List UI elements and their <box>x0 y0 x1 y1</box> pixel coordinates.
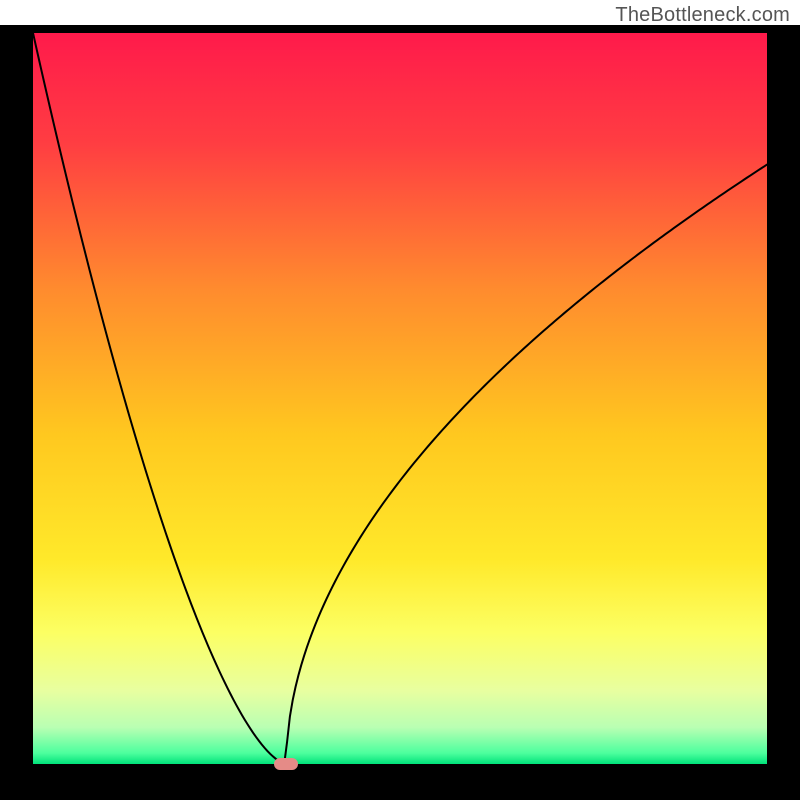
plot-area <box>0 25 800 800</box>
minimum-marker <box>274 758 298 770</box>
plot-svg <box>0 25 800 800</box>
chart-container: TheBottleneck.com <box>0 0 800 800</box>
watermark-text: TheBottleneck.com <box>615 4 790 27</box>
gradient-background <box>33 33 767 764</box>
